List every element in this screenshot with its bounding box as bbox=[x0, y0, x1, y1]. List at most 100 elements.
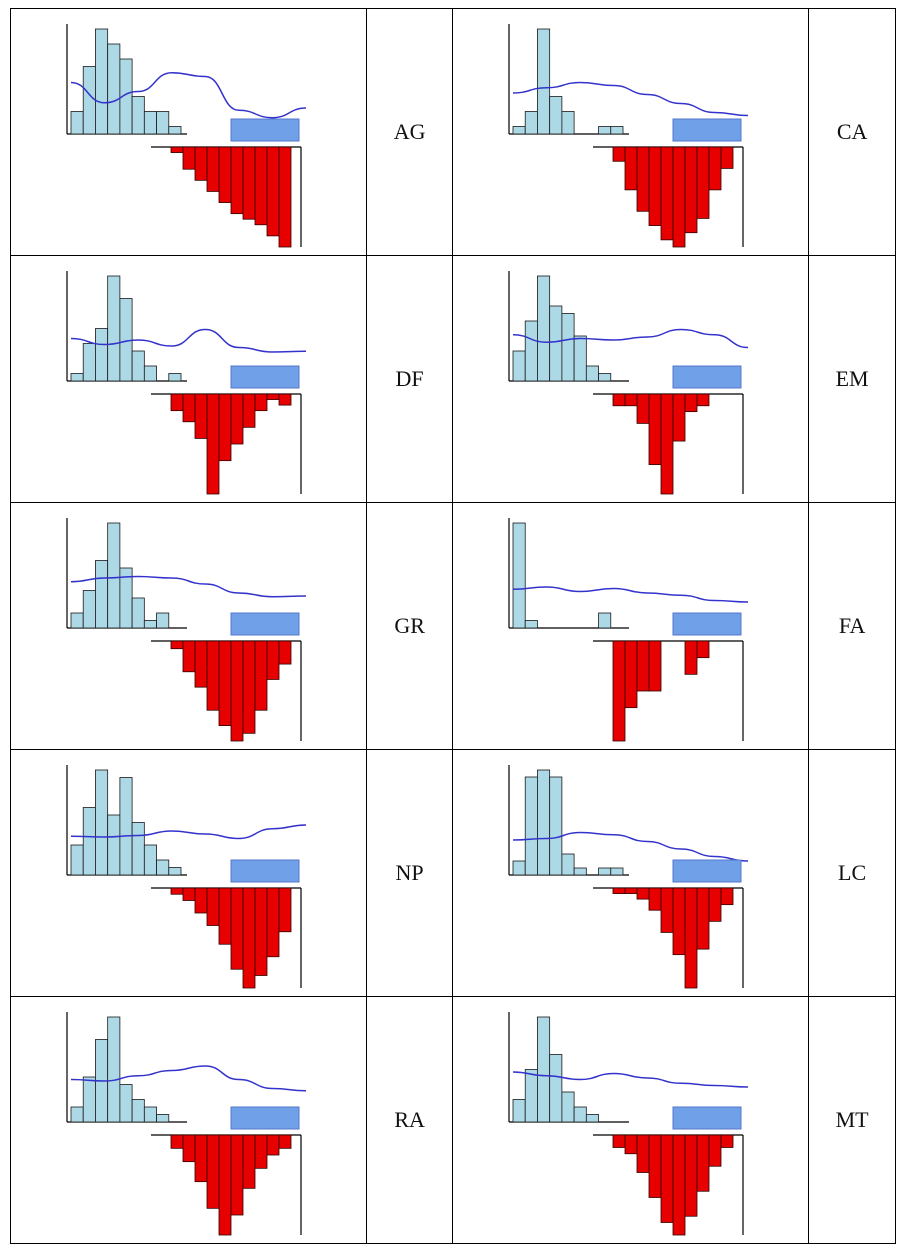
lower-hist-bar bbox=[266, 640, 280, 680]
lower-hist-bar bbox=[721, 1134, 734, 1148]
lower-hist-bar bbox=[170, 887, 184, 895]
lower-hist-bar bbox=[625, 393, 638, 407]
lower-hist-bar bbox=[697, 146, 710, 219]
upper-hist-bar bbox=[156, 1114, 170, 1123]
lower-hist-bar bbox=[649, 393, 662, 465]
mini-chart bbox=[66, 24, 307, 248]
cell-label: AG bbox=[365, 8, 454, 256]
lower-hist-bar bbox=[242, 640, 256, 734]
mini-chart bbox=[508, 1012, 749, 1236]
cell-label: LC bbox=[808, 749, 896, 997]
trend-line bbox=[70, 328, 307, 353]
lower-hist-bar bbox=[613, 887, 626, 894]
lower-hist-bar bbox=[278, 1134, 292, 1149]
upper-hist-bar bbox=[82, 590, 96, 629]
lower-hist-bar bbox=[230, 146, 244, 215]
upper-hist-bar bbox=[525, 1069, 539, 1123]
blue-band bbox=[230, 859, 300, 883]
blue-band bbox=[230, 612, 300, 636]
cell-label: EM bbox=[808, 255, 896, 503]
lower-hist-bar bbox=[170, 1134, 184, 1149]
lower-hist-bar bbox=[230, 1134, 244, 1216]
upper-hist-bar bbox=[561, 1091, 575, 1123]
trend-line bbox=[70, 71, 307, 119]
lower-hist-bar bbox=[613, 146, 626, 162]
upper-hist-bar bbox=[610, 867, 624, 876]
mini-chart-cell bbox=[452, 255, 810, 503]
table-row: AG CA bbox=[10, 8, 896, 256]
lower-hist-bar bbox=[721, 146, 734, 169]
lower-hist-bar bbox=[673, 887, 686, 956]
upper-hist-bar bbox=[70, 612, 84, 629]
mini-chart-cell bbox=[452, 502, 810, 750]
upper-hist-bar bbox=[549, 96, 563, 135]
lower-hist-bar bbox=[182, 146, 196, 170]
lower-hist-bar bbox=[170, 146, 184, 153]
lower-hist-bar bbox=[278, 393, 292, 406]
upper-hist-bar bbox=[143, 844, 157, 876]
lower-hist-bar bbox=[182, 640, 196, 673]
lower-hist-bar bbox=[613, 393, 626, 407]
upper-hist-bar bbox=[95, 28, 109, 135]
upper-hist-bar bbox=[168, 126, 182, 135]
lower-hist-bar bbox=[254, 146, 268, 226]
lower-hist-bar bbox=[254, 887, 268, 976]
upper-hist-bar bbox=[143, 111, 157, 135]
lower-hist-bar bbox=[206, 887, 220, 926]
upper-hist-bar bbox=[168, 867, 182, 876]
upper-hist-bar bbox=[561, 853, 575, 876]
lower-hist-bar bbox=[218, 146, 232, 203]
upper-hist-bar bbox=[513, 860, 527, 876]
lower-hist-bar bbox=[685, 393, 698, 413]
upper-hist-bar bbox=[513, 1099, 527, 1123]
upper-hist-bar bbox=[82, 343, 96, 382]
trend-line bbox=[513, 831, 749, 862]
mini-chart bbox=[66, 765, 307, 989]
upper-hist-bar bbox=[525, 320, 539, 382]
mini-chart-cell bbox=[10, 502, 367, 750]
upper-hist-bar bbox=[561, 313, 575, 382]
mini-chart bbox=[66, 1012, 307, 1236]
upper-hist-bar bbox=[156, 859, 170, 876]
blue-band bbox=[672, 118, 742, 142]
lower-hist-bar bbox=[218, 887, 232, 945]
upper-hist-bar bbox=[143, 365, 157, 382]
upper-hist-bar bbox=[107, 43, 121, 135]
upper-hist-bar bbox=[586, 1114, 600, 1123]
upper-hist-bar bbox=[82, 66, 96, 135]
lower-hist-bar bbox=[218, 1134, 232, 1236]
lower-hist-bar bbox=[278, 146, 292, 248]
upper-hist-bar bbox=[95, 560, 109, 629]
mini-chart-cell bbox=[452, 8, 810, 256]
cell-label: MT bbox=[808, 996, 896, 1244]
mini-chart-cell bbox=[10, 996, 367, 1244]
lower-hist-bar bbox=[182, 887, 196, 901]
lower-hist-bar bbox=[625, 1134, 638, 1155]
lower-hist-bar bbox=[661, 393, 674, 495]
mini-chart-cell bbox=[10, 8, 367, 256]
lower-hist-bar bbox=[218, 393, 232, 462]
lower-hist-bar bbox=[266, 146, 280, 237]
upper-hist-bar bbox=[525, 776, 539, 876]
lower-hist-bar bbox=[709, 146, 722, 191]
upper-hist-bar bbox=[574, 867, 588, 876]
upper-hist-bar bbox=[598, 373, 612, 382]
lower-hist-bar bbox=[697, 1134, 710, 1192]
blue-band bbox=[672, 365, 742, 389]
mini-chart-cell bbox=[452, 749, 810, 997]
trend-line bbox=[70, 575, 307, 598]
upper-hist-bar bbox=[525, 111, 539, 135]
lower-hist-bar bbox=[206, 1134, 220, 1209]
trend-line bbox=[70, 1065, 307, 1092]
lower-hist-bar bbox=[266, 887, 280, 958]
mini-chart bbox=[508, 271, 749, 495]
lower-hist-bar bbox=[242, 146, 256, 220]
lower-hist-bar bbox=[230, 887, 244, 970]
lower-hist-bar bbox=[254, 1134, 268, 1169]
upper-hist-bar bbox=[598, 867, 612, 876]
blue-band bbox=[230, 118, 300, 142]
lower-hist-bar bbox=[254, 640, 268, 711]
lower-hist-bar bbox=[625, 640, 638, 709]
trend-line bbox=[513, 1071, 749, 1088]
upper-hist-bar bbox=[143, 620, 157, 629]
